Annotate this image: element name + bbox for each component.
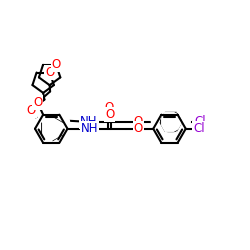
- Text: NH: NH: [80, 116, 98, 128]
- Text: O: O: [134, 116, 143, 128]
- Text: O: O: [33, 96, 42, 109]
- Text: Cl: Cl: [193, 122, 205, 135]
- Text: O: O: [104, 101, 114, 114]
- Text: O: O: [45, 66, 54, 79]
- Text: Cl: Cl: [194, 116, 206, 128]
- Text: O: O: [134, 122, 143, 135]
- Text: O: O: [52, 58, 61, 71]
- Text: O: O: [105, 108, 114, 121]
- Text: O: O: [134, 116, 143, 128]
- Text: O: O: [134, 122, 143, 135]
- Text: NH: NH: [81, 122, 98, 135]
- Text: O: O: [27, 104, 36, 117]
